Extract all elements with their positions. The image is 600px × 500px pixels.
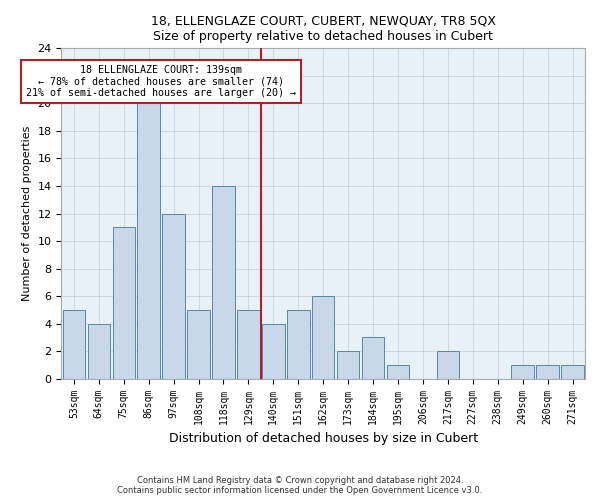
Bar bbox=[562, 365, 584, 378]
Text: 18 ELLENGLAZE COURT: 139sqm
← 78% of detached houses are smaller (74)
21% of sem: 18 ELLENGLAZE COURT: 139sqm ← 78% of det… bbox=[26, 65, 296, 98]
Title: 18, ELLENGLAZE COURT, CUBERT, NEWQUAY, TR8 5QX
Size of property relative to deta: 18, ELLENGLAZE COURT, CUBERT, NEWQUAY, T… bbox=[151, 15, 496, 43]
Text: Contains HM Land Registry data © Crown copyright and database right 2024.
Contai: Contains HM Land Registry data © Crown c… bbox=[118, 476, 482, 495]
Bar bbox=[137, 104, 160, 378]
Bar bbox=[387, 365, 409, 378]
Bar bbox=[262, 324, 284, 378]
Bar bbox=[536, 365, 559, 378]
Bar bbox=[113, 228, 135, 378]
Bar bbox=[163, 214, 185, 378]
Bar bbox=[88, 324, 110, 378]
Bar bbox=[287, 310, 310, 378]
Bar bbox=[511, 365, 534, 378]
X-axis label: Distribution of detached houses by size in Cubert: Distribution of detached houses by size … bbox=[169, 432, 478, 445]
Bar bbox=[212, 186, 235, 378]
Bar bbox=[62, 310, 85, 378]
Bar bbox=[337, 351, 359, 378]
Bar bbox=[312, 296, 334, 378]
Bar bbox=[187, 310, 210, 378]
Bar bbox=[437, 351, 459, 378]
Bar bbox=[362, 338, 384, 378]
Bar bbox=[237, 310, 260, 378]
Y-axis label: Number of detached properties: Number of detached properties bbox=[22, 126, 32, 301]
